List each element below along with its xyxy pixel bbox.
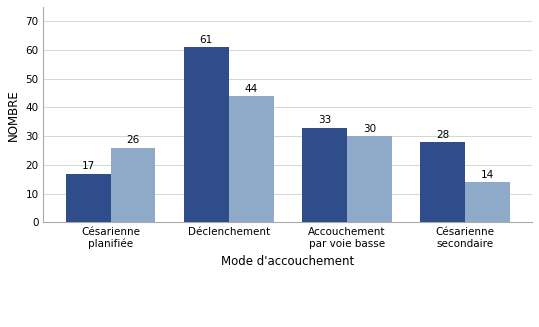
Text: 30: 30 bbox=[363, 124, 376, 134]
Bar bbox=[66, 174, 110, 222]
Bar bbox=[184, 47, 229, 222]
Text: 61: 61 bbox=[199, 35, 213, 45]
Text: 17: 17 bbox=[81, 161, 95, 171]
Text: 26: 26 bbox=[127, 135, 140, 146]
Bar bbox=[465, 182, 510, 222]
X-axis label: Mode d'accouchement: Mode d'accouchement bbox=[221, 255, 355, 268]
Bar bbox=[347, 136, 392, 222]
Text: 28: 28 bbox=[436, 129, 449, 140]
Bar bbox=[110, 148, 155, 222]
Bar bbox=[302, 128, 347, 222]
Bar bbox=[420, 142, 465, 222]
Text: 33: 33 bbox=[318, 115, 331, 125]
Bar bbox=[229, 96, 274, 222]
Y-axis label: NOMBRE: NOMBRE bbox=[7, 89, 20, 141]
Text: 44: 44 bbox=[245, 84, 258, 94]
Text: 14: 14 bbox=[481, 170, 494, 180]
